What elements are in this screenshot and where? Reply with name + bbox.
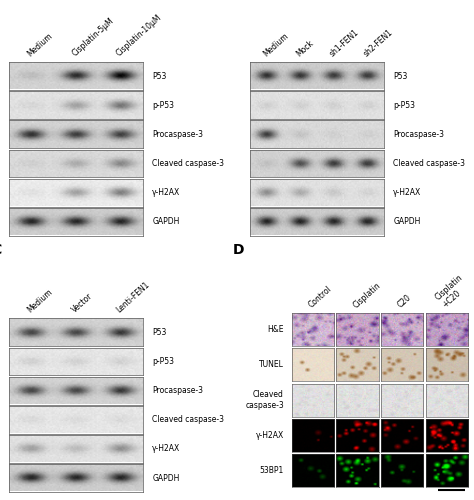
Text: Medium: Medium bbox=[26, 31, 55, 58]
Text: p-P53: p-P53 bbox=[152, 100, 174, 110]
Text: Vector: Vector bbox=[70, 292, 94, 314]
Text: p-P53: p-P53 bbox=[393, 100, 415, 110]
Text: C: C bbox=[0, 243, 1, 257]
Text: B: B bbox=[233, 0, 243, 1]
Text: A: A bbox=[0, 0, 2, 1]
Text: Cleaved caspase-3: Cleaved caspase-3 bbox=[152, 159, 224, 168]
Text: P53: P53 bbox=[393, 72, 408, 80]
Text: Cisplatin
+C20: Cisplatin +C20 bbox=[434, 273, 472, 310]
Text: γ-H2AX: γ-H2AX bbox=[255, 431, 284, 440]
Text: Cleaved caspase-3: Cleaved caspase-3 bbox=[393, 159, 465, 168]
Text: H&E: H&E bbox=[267, 325, 284, 334]
Text: Cleaved caspase-3: Cleaved caspase-3 bbox=[152, 416, 224, 424]
Text: Lenti-FEN1: Lenti-FEN1 bbox=[115, 280, 152, 314]
Text: γ-H2AX: γ-H2AX bbox=[393, 188, 421, 197]
Text: sh1-FEN1: sh1-FEN1 bbox=[328, 28, 361, 58]
Text: 53BP1: 53BP1 bbox=[260, 466, 284, 475]
Text: Medium: Medium bbox=[26, 287, 55, 314]
Text: Cisplatin-10μM: Cisplatin-10μM bbox=[115, 13, 164, 58]
Text: Medium: Medium bbox=[261, 31, 290, 58]
Text: γ-H2AX: γ-H2AX bbox=[152, 188, 181, 197]
Text: Procaspase-3: Procaspase-3 bbox=[393, 130, 444, 139]
Text: Control: Control bbox=[307, 284, 334, 310]
Text: Cisplatin-5μM: Cisplatin-5μM bbox=[70, 16, 115, 58]
Text: Cleaved
caspase-3: Cleaved caspase-3 bbox=[245, 390, 284, 410]
Text: D: D bbox=[233, 243, 244, 257]
Text: Procaspase-3: Procaspase-3 bbox=[152, 386, 203, 395]
Text: Mock: Mock bbox=[295, 38, 315, 58]
Text: TUNEL: TUNEL bbox=[259, 360, 284, 370]
Text: C20: C20 bbox=[396, 293, 413, 310]
Text: P53: P53 bbox=[152, 72, 166, 80]
Text: P53: P53 bbox=[152, 328, 166, 337]
Text: Procaspase-3: Procaspase-3 bbox=[152, 130, 203, 139]
Text: sh2-FEN1: sh2-FEN1 bbox=[362, 28, 394, 58]
Text: γ-H2AX: γ-H2AX bbox=[152, 444, 181, 454]
Text: GAPDH: GAPDH bbox=[393, 218, 421, 226]
Text: GAPDH: GAPDH bbox=[152, 218, 180, 226]
Text: p-P53: p-P53 bbox=[152, 357, 174, 366]
Text: Cisplatin: Cisplatin bbox=[352, 280, 383, 310]
Text: GAPDH: GAPDH bbox=[152, 474, 180, 482]
